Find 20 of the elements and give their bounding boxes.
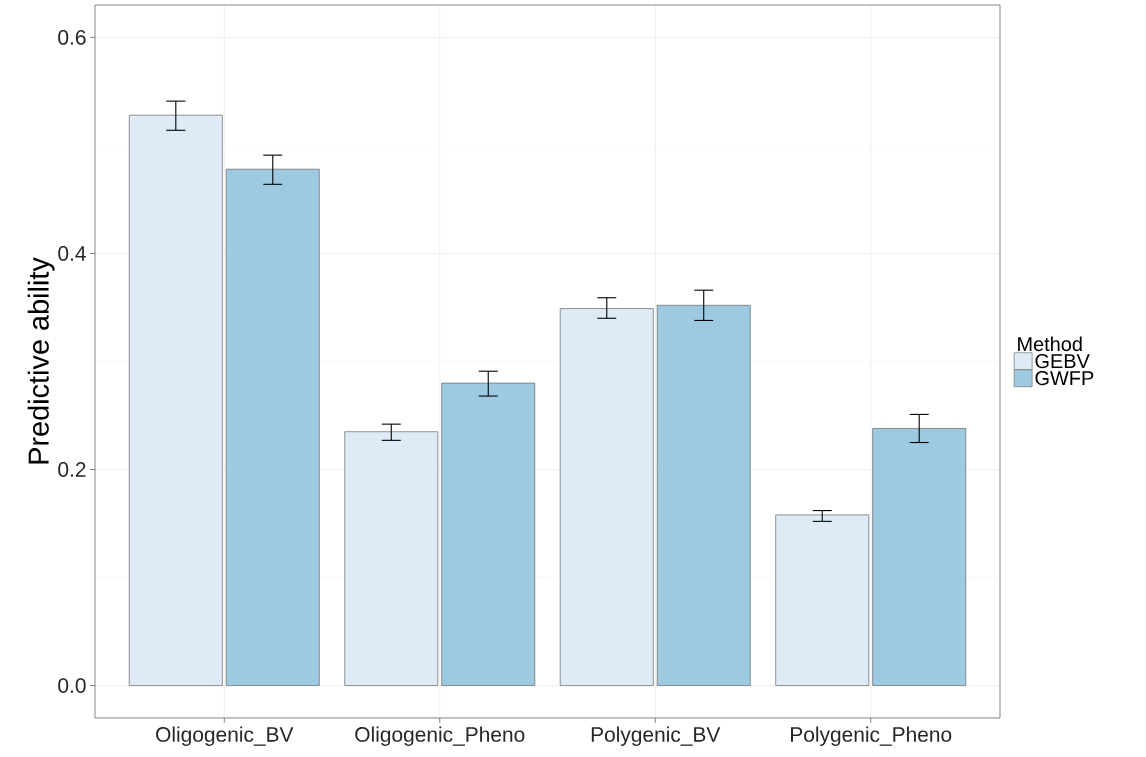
legend-label: GEBV: [1035, 354, 1090, 369]
bar: [128, 114, 223, 686]
y-tick-label: 0.2: [58, 462, 86, 477]
x-tick-label: Oligogenic_BV: [156, 726, 294, 747]
bar: [559, 308, 654, 686]
bar: [344, 431, 439, 686]
y-tick-label: 0.4: [58, 246, 86, 261]
bar: [656, 304, 751, 686]
bar: [441, 382, 536, 686]
legend-title: Method: [1018, 336, 1082, 352]
bar: [225, 168, 320, 686]
y-axis-title: Predictive ability: [27, 257, 55, 464]
x-tick-label: Polygenic_Pheno: [791, 726, 952, 747]
y-tick-label: 0.0: [58, 678, 86, 693]
legend-label: GWFP: [1035, 371, 1094, 386]
y-tick-label: 0.6: [58, 29, 86, 45]
bar: [872, 428, 967, 686]
x-tick-label: Oligogenic_Pheno: [355, 726, 525, 747]
bar: [775, 514, 870, 686]
x-tick-label: Polygenic_BV: [591, 726, 721, 747]
